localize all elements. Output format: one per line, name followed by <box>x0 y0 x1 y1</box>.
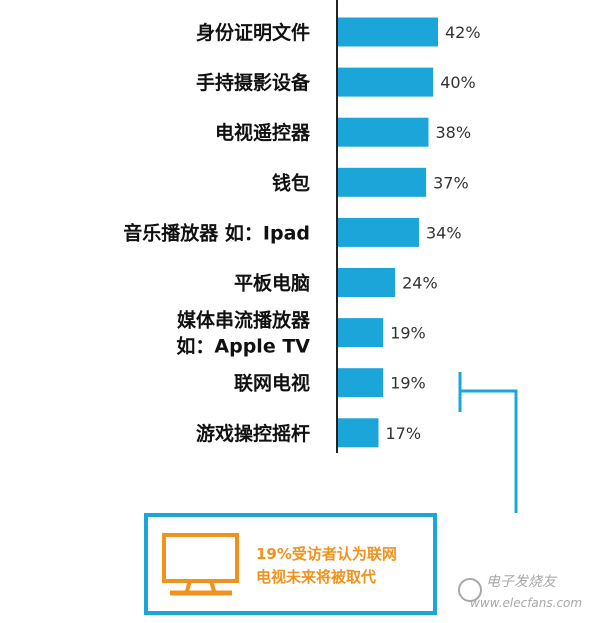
value-labels-group: 42% 40% 38% 37% 34% 24% 19% 19% 17% <box>386 23 481 443</box>
tv-monitor-icon <box>162 533 239 596</box>
callout-box <box>144 513 437 615</box>
bar-4 <box>338 217 419 247</box>
category-label-3: 钱包 <box>272 171 310 194</box>
category-label-1: 手持摄影设备 <box>196 71 311 94</box>
watermark: 电子发烧友 www.elecfans.com <box>458 574 582 610</box>
bar-0 <box>338 17 438 47</box>
bar-8 <box>338 418 379 448</box>
category-label-0: 身份证明文件 <box>196 21 310 44</box>
callout-line-2: 电视未来将被取代 <box>256 568 376 586</box>
value-label-3: 37% <box>433 173 469 192</box>
category-label-4: 音乐播放器 如：Ipad <box>123 221 310 244</box>
value-label-5: 24% <box>402 274 438 293</box>
value-label-0: 42% <box>445 23 481 42</box>
bar-3 <box>338 167 427 197</box>
bar-1 <box>338 67 434 97</box>
category-label-8: 游戏操控摇杆 <box>196 422 310 445</box>
value-label-4: 34% <box>426 223 462 242</box>
value-label-1: 40% <box>440 73 476 92</box>
value-label-7: 19% <box>390 374 426 393</box>
value-label-2: 38% <box>436 123 472 142</box>
bar-2 <box>338 117 429 147</box>
value-label-6: 19% <box>390 324 426 343</box>
bars-group <box>338 17 438 448</box>
callout-line-1: 19%受访者认为联网 <box>256 545 397 563</box>
bar-6 <box>338 318 384 348</box>
category-label-2: 电视遥控器 <box>215 121 311 144</box>
watermark-url: www.elecfans.com <box>470 596 582 610</box>
category-label-7: 联网电视 <box>234 372 310 395</box>
watermark-brand: 电子发烧友 <box>486 574 558 590</box>
category-label-6-line-1: 如：Apple TV <box>176 335 310 358</box>
category-label-6-line-0: 媒体串流播放器 <box>177 309 311 332</box>
value-label-8: 17% <box>386 424 422 443</box>
watermark-logo-icon <box>458 578 482 602</box>
bar-7 <box>338 368 384 398</box>
category-label-5: 平板电脑 <box>234 272 310 295</box>
callout-connector <box>458 372 518 513</box>
bar-5 <box>338 268 396 297</box>
